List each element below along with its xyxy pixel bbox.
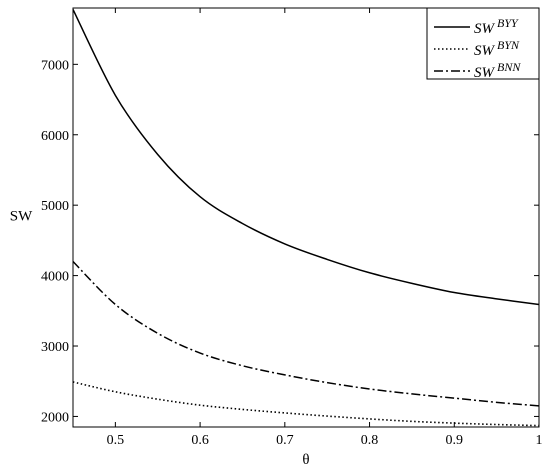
- plot-frame: [72, 7, 540, 428]
- y-axis-label: SW: [10, 209, 33, 225]
- x-tick-label: 0.8: [361, 433, 379, 448]
- legend-box: [426, 7, 540, 80]
- legend-label: SW BYN: [474, 38, 520, 59]
- y-axis: 2000 3000 4000 5000 6000 7000: [41, 58, 539, 425]
- x-axis-label: θ: [302, 452, 309, 468]
- x-tick-label: 0.7: [276, 433, 294, 448]
- x-tick-label: 1: [536, 433, 543, 448]
- y-tick-label: 2000: [41, 410, 69, 425]
- series-line-bnn: [72, 260, 540, 407]
- legend-label: SW BYY: [474, 16, 519, 37]
- x-tick-label: 0.9: [446, 433, 464, 448]
- series-line-byy: [72, 9, 540, 306]
- y-tick-label: 7000: [41, 58, 69, 73]
- legend-label: SW BNN: [474, 60, 521, 81]
- y-tick-label: 4000: [41, 270, 69, 285]
- series-lines: [72, 9, 540, 427]
- y-tick-label: 6000: [41, 129, 69, 144]
- y-tick-label: 3000: [41, 340, 69, 355]
- x-tick-label: 0.6: [191, 433, 209, 448]
- series-line-byn: [72, 381, 540, 427]
- x-tick-label: 0.5: [107, 433, 125, 448]
- y-tick-label: 5000: [41, 199, 69, 214]
